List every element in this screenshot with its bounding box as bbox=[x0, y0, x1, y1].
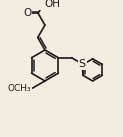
Text: OCH₃: OCH₃ bbox=[7, 84, 31, 93]
Text: O: O bbox=[23, 8, 31, 18]
Text: OH: OH bbox=[45, 0, 61, 9]
Text: S: S bbox=[79, 59, 86, 69]
